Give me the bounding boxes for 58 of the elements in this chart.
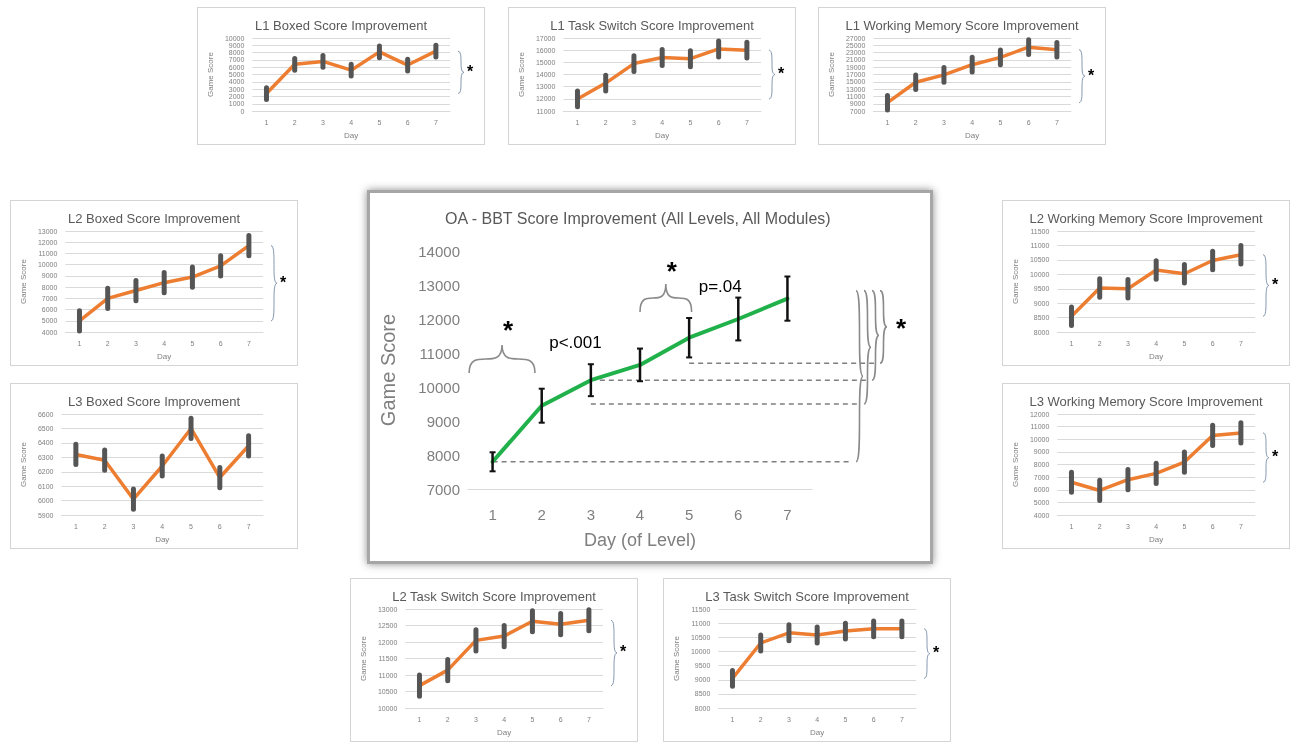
chart-title: OA - BBT Score Improvement (All Levels, All Modules) [445,209,831,227]
y-axis-title: Game Score [516,51,526,97]
annotation: p<.001 [549,332,602,352]
text: * [1088,66,1095,84]
y-axis-title: Game Score [358,635,368,681]
chart-title: L2 Task Switch Score Improvement [392,589,597,604]
x-axis-title: Day [1149,351,1164,361]
x-axis-title: Day [497,727,512,737]
x-axis-title: Day [810,727,825,737]
annotation: p=.04 [698,276,742,296]
chart-title: L3 Task Switch Score Improvement [705,589,910,604]
x-axis-title: Day [655,130,670,140]
x-axis-title: Day [1149,534,1164,544]
x-axis-title: Day (of Level) [583,530,697,550]
annotation: * [666,256,678,287]
y-tick-label: 12000 [418,310,460,328]
y-axis-title: Game Score [1010,258,1020,304]
x-tick-label: 7 [783,506,792,523]
y-tick-label: 11000 [419,344,460,362]
y-tick-label: 10000 [418,378,460,396]
text: * [933,644,940,662]
chart-title: L3 Working Memory Score Improvement [1029,394,1263,409]
x-tick-label: 5 [684,506,694,523]
y-tick-label: 8000 [426,446,460,464]
x-tick-label: 1 [488,506,497,523]
chart-title: L1 Boxed Score Improvement [255,18,428,33]
x-axis-title: Day [157,351,172,361]
x-tick-label: 4 [635,506,645,523]
x-tick-label: 3 [586,506,596,523]
x-axis-title: Day [344,130,359,140]
y-axis-title: Game Score [205,51,215,97]
chart-title: L2 Boxed Score Improvement [68,211,241,226]
text: * [620,643,627,661]
text: * [778,65,785,83]
x-axis-title: Day [965,130,980,140]
chart-title: L3 Boxed Score Improvement [68,394,241,409]
chart-title: L2 Working Memory Score Improvement [1029,211,1263,226]
y-axis-title: Game Score [18,258,28,304]
text: * [280,273,287,291]
text: * [1272,448,1279,466]
y-axis-title: Game Score [1010,441,1020,487]
chart-title: L1 Working Memory Score Improvement [845,18,1079,33]
y-tick-label: 14000 [418,242,460,260]
y-tick-label: 7000 [426,480,460,498]
y-axis-title: Game Score [671,635,681,681]
text: * [1272,275,1279,293]
text: * [467,62,474,80]
y-tick-label: 13000 [418,276,460,294]
x-tick-label: 6 [734,506,743,523]
y-axis-title: Game Score [826,51,836,97]
x-tick-label: 2 [537,506,546,523]
y-axis-title: Game Score [377,313,399,427]
x-axis-title: Day [155,534,170,544]
chart-title: L1 Task Switch Score Improvement [550,18,755,33]
annotation: * [502,314,514,345]
y-tick-label: 9000 [426,412,460,430]
text: * [896,312,907,343]
y-axis-title: Game Score [18,441,28,487]
